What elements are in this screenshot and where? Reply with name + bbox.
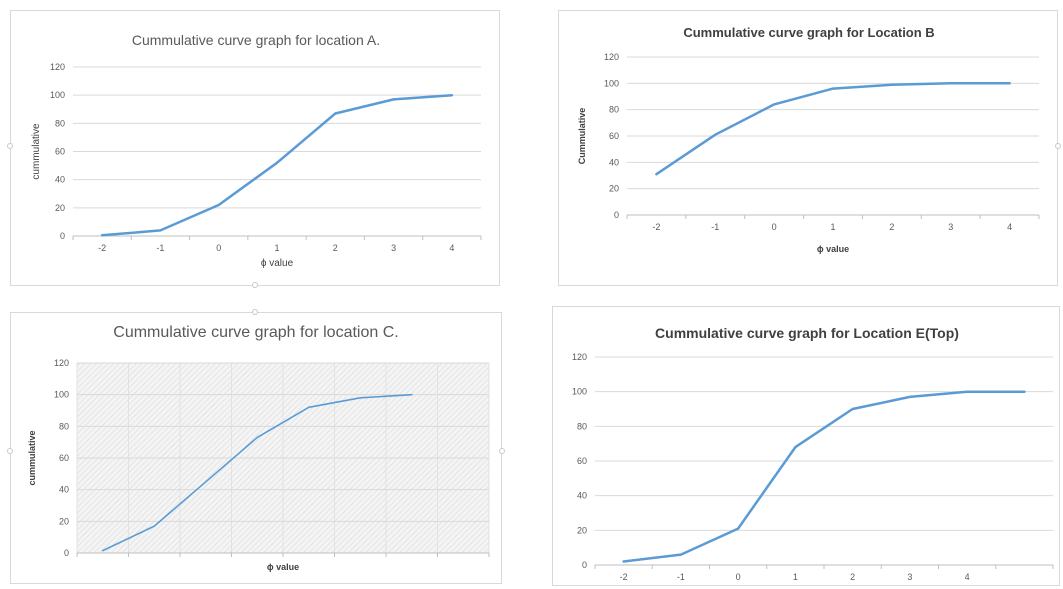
chart-title: Cummulative curve graph for Location E(T… bbox=[655, 325, 959, 341]
series-line bbox=[622, 390, 1026, 563]
x-tick-label: 1 bbox=[274, 243, 279, 253]
chart-title: Cummulative curve graph for location C. bbox=[113, 324, 398, 341]
resize-handle[interactable] bbox=[7, 448, 13, 454]
y-tick-label: 100 bbox=[50, 90, 65, 100]
x-axis-title: ϕ value bbox=[267, 562, 299, 572]
series-line bbox=[102, 393, 413, 552]
y-tick-label: 60 bbox=[577, 456, 587, 466]
resize-handle[interactable] bbox=[252, 309, 258, 315]
y-tick-label: 120 bbox=[50, 62, 65, 72]
y-axis-title: Cummulative bbox=[577, 108, 587, 165]
y-tick-label: 80 bbox=[59, 421, 69, 431]
x-tick-label: 4 bbox=[965, 572, 970, 582]
y-tick-label: 40 bbox=[609, 157, 619, 167]
y-tick-label: 0 bbox=[64, 548, 69, 558]
chart-panel-c: Cummulative curve graph for location C. 0… bbox=[10, 312, 502, 584]
x-axis-title: ϕ value bbox=[817, 244, 849, 254]
x-tick-label: 0 bbox=[736, 572, 741, 582]
y-tick-label: 80 bbox=[55, 118, 65, 128]
chart-b-svg: Cummulative curve graph for Location B 0 2… bbox=[577, 25, 1040, 254]
y-tick-label: 40 bbox=[577, 491, 587, 501]
x-tick-label: -1 bbox=[677, 572, 685, 582]
x-axis-title: ϕ value bbox=[261, 258, 294, 269]
chart-panel-a: Cummulative curve graph for location A. 0… bbox=[10, 10, 500, 286]
y-tick-label: 80 bbox=[609, 105, 619, 115]
chart-title: Cummulative curve graph for Location B bbox=[683, 25, 934, 40]
resize-handle[interactable] bbox=[7, 143, 13, 149]
x-tick-label: -2 bbox=[652, 222, 660, 232]
chart-panel-b: Cummulative curve graph for Location B 0 2… bbox=[558, 10, 1058, 286]
y-tick-label: 20 bbox=[609, 184, 619, 194]
y-axis-title: cummulative bbox=[27, 430, 37, 485]
y-tick-label: 20 bbox=[55, 203, 65, 213]
y-tick-label: 100 bbox=[54, 390, 69, 400]
y-tick-label: 20 bbox=[59, 516, 69, 526]
x-tick-label: 4 bbox=[1007, 222, 1012, 232]
y-tick-label: 100 bbox=[572, 387, 587, 397]
x-tick-label: 2 bbox=[889, 222, 894, 232]
chart-a-svg: Cummulative curve graph for location A. 0… bbox=[31, 32, 482, 269]
x-tick-label: -1 bbox=[156, 243, 164, 253]
y-tick-label: 40 bbox=[59, 485, 69, 495]
y-tick-label: 40 bbox=[55, 175, 65, 185]
x-tick-label: 3 bbox=[948, 222, 953, 232]
y-tick-label: 80 bbox=[577, 421, 587, 431]
x-tick-label: -2 bbox=[620, 572, 628, 582]
y-tick-label: 120 bbox=[572, 352, 587, 362]
x-tick-label: 3 bbox=[907, 572, 912, 582]
chart-e-svg: Cummulative curve graph for Location E(T… bbox=[572, 325, 1054, 582]
x-tick-label: 2 bbox=[850, 572, 855, 582]
chart-c-svg: Cummulative curve graph for location C. 0… bbox=[27, 324, 490, 572]
y-tick-label: 60 bbox=[55, 147, 65, 157]
chart-panel-e: Cummulative curve graph for Location E(T… bbox=[552, 306, 1060, 586]
x-tick-label: 0 bbox=[772, 222, 777, 232]
y-axis-title: cummulative bbox=[31, 123, 42, 180]
series-line bbox=[655, 82, 1011, 176]
y-tick-label: 0 bbox=[614, 210, 619, 220]
y-tick-label: 60 bbox=[59, 453, 69, 463]
x-tick-label: 4 bbox=[449, 243, 454, 253]
resize-handle[interactable] bbox=[499, 448, 505, 454]
y-tick-label: 0 bbox=[582, 560, 587, 570]
x-tick-label: 0 bbox=[216, 243, 221, 253]
x-tick-label: -2 bbox=[98, 243, 106, 253]
y-tick-label: 120 bbox=[54, 358, 69, 368]
y-tick-label: 60 bbox=[609, 131, 619, 141]
series-line bbox=[100, 93, 454, 237]
x-tick-label: -1 bbox=[711, 222, 719, 232]
y-tick-label: 20 bbox=[577, 525, 587, 535]
chart-title: Cummulative curve graph for location A. bbox=[132, 32, 380, 48]
x-tick-label: 2 bbox=[333, 243, 338, 253]
y-tick-label: 0 bbox=[60, 231, 65, 241]
x-tick-label: 1 bbox=[793, 572, 798, 582]
x-tick-label: 1 bbox=[830, 222, 835, 232]
x-tick-label: 3 bbox=[391, 243, 396, 253]
y-tick-label: 120 bbox=[604, 52, 619, 62]
resize-handle[interactable] bbox=[1055, 143, 1061, 149]
y-tick-label: 100 bbox=[604, 78, 619, 88]
resize-handle[interactable] bbox=[252, 282, 258, 288]
